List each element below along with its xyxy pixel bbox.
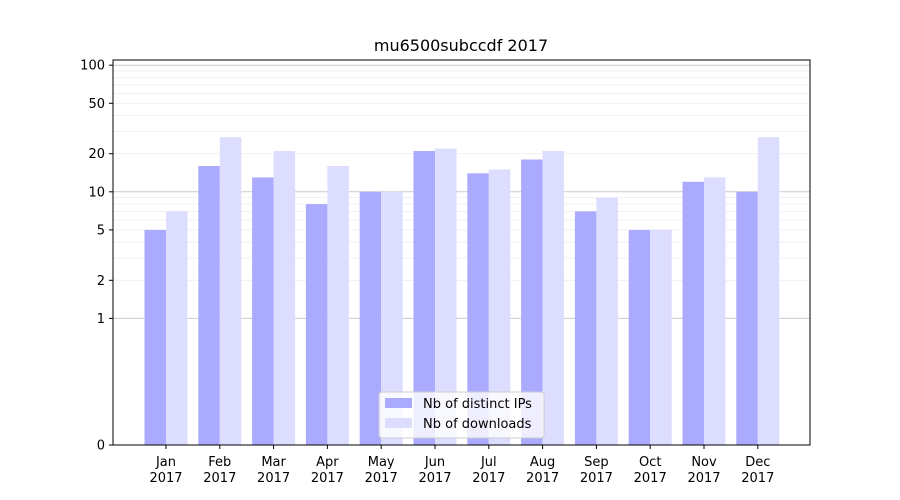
y-tick-label: 1: [97, 312, 105, 327]
bar-downloads: [273, 151, 296, 445]
x-tick-label: Jun: [424, 455, 445, 470]
bar-downloads: [219, 137, 242, 445]
x-tick-label: Feb: [208, 455, 231, 470]
y-tick-label: 5: [97, 223, 105, 238]
x-tick-label: 2017: [526, 471, 559, 486]
x-tick-label: 2017: [203, 471, 236, 486]
bar-downloads: [596, 197, 618, 445]
bar-distinct-ips: [628, 229, 651, 445]
legend-box: [378, 391, 545, 439]
x-tick-label: Apr: [316, 455, 339, 470]
bar-downloads: [650, 229, 672, 445]
x-tick-label: 2017: [311, 471, 344, 486]
bar-downloads: [542, 151, 565, 445]
x-tick-label: Aug: [530, 455, 555, 470]
x-tick-label: 2017: [687, 471, 720, 486]
bar-downloads: [166, 211, 188, 445]
x-tick-label: 2017: [741, 471, 774, 486]
bar-distinct-ips: [198, 166, 220, 445]
x-tick-label: 2017: [634, 471, 667, 486]
x-tick-label: 2017: [257, 471, 290, 486]
x-tick-label: 2017: [365, 471, 398, 486]
bar-distinct-ips: [252, 177, 274, 445]
y-tick-label: 50: [88, 97, 105, 112]
bar-distinct-ips: [305, 204, 328, 445]
bar-distinct-ips: [359, 191, 382, 445]
x-tick-label: 2017: [418, 471, 451, 486]
legend-swatch: [385, 418, 412, 428]
legend: Nb of distinct IPs Nb of downloads: [378, 391, 545, 439]
x-tick-label: Dec: [745, 455, 770, 470]
bar-distinct-ips: [574, 211, 597, 445]
bar-distinct-ips: [144, 229, 166, 445]
bar-downloads: [435, 148, 457, 445]
x-tick-label: Jul: [480, 455, 497, 470]
bars: [144, 137, 780, 446]
bar-distinct-ips: [682, 181, 704, 446]
x-tick-label: Sep: [584, 455, 609, 470]
bar-distinct-ips: [413, 151, 435, 445]
x-tick-label: May: [368, 455, 395, 470]
bar-downloads: [488, 169, 511, 445]
bar-distinct-ips: [736, 191, 758, 445]
legend-swatch: [385, 398, 412, 408]
x-tick-label: 2017: [472, 471, 505, 486]
y-tick-label: 100: [80, 59, 105, 74]
y-tick-label: 10: [88, 185, 105, 200]
x-tick-label: Mar: [261, 455, 286, 470]
legend-label: Nb of distinct IPs: [423, 397, 532, 412]
bar-distinct-ips: [521, 159, 543, 445]
y-tick-label: 2: [97, 274, 105, 289]
y-tick-label: 20: [88, 147, 105, 162]
bar-downloads: [327, 166, 349, 445]
bar-downloads: [381, 191, 403, 445]
x-tick-label: 2017: [580, 471, 613, 486]
chart-title: mu6500subccdf 2017: [374, 36, 548, 55]
x-tick-label: Jan: [155, 455, 176, 470]
x-tick-label: Oct: [639, 455, 661, 470]
bar-distinct-ips: [467, 173, 489, 446]
y-tick-label: 0: [97, 439, 105, 454]
x-tick-label: 2017: [149, 471, 182, 486]
x-axis: Jan2017Feb2017Mar2017Apr2017May2017Jun20…: [149, 445, 774, 486]
bar-downloads: [757, 137, 780, 445]
y-axis: 0 1 2 5 10 20 50 100: [80, 59, 113, 454]
x-tick-label: Nov: [691, 455, 717, 470]
plot-frame: [112, 59, 811, 446]
legend-label: Nb of downloads: [423, 417, 532, 432]
bar-downloads: [704, 177, 726, 445]
